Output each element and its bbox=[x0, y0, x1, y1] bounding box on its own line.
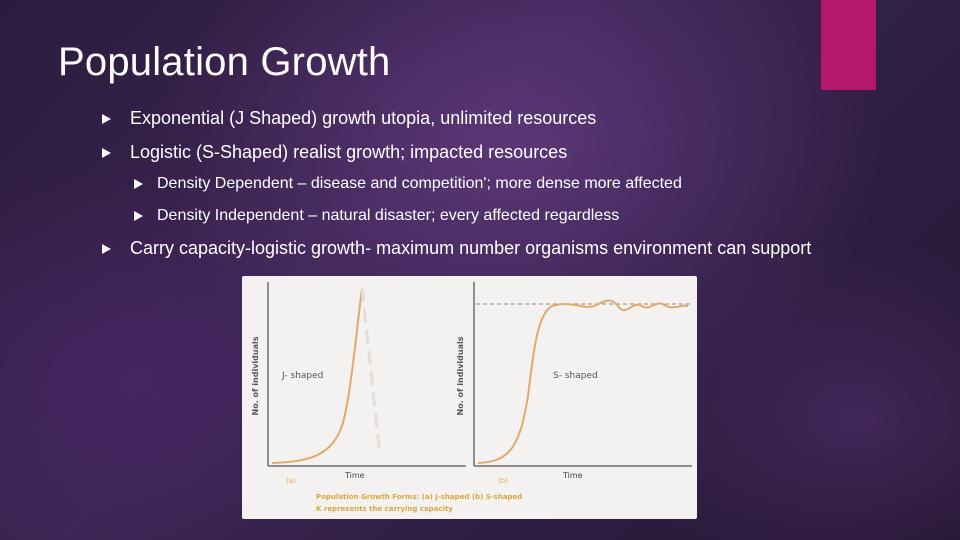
j-shaped-crash-line bbox=[360, 287, 382, 457]
bullet-text: Carry capacity-logistic growth- maximum … bbox=[130, 238, 812, 258]
panel-a-tag: (a) bbox=[286, 477, 296, 485]
arrow-bullet-icon bbox=[102, 243, 111, 254]
sub-bullet-density-dependent: Density Dependent – disease and competit… bbox=[134, 175, 682, 193]
arrow-bullet-icon bbox=[134, 211, 143, 221]
panel-a-ylabel: No. of individuals bbox=[251, 336, 260, 415]
arrow-bullet-icon bbox=[102, 147, 111, 158]
panel-b-ylabel: No. of individuals bbox=[456, 336, 465, 415]
figure-caption-line1: Population Growth Forms: (a) J-shaped (b… bbox=[316, 493, 522, 501]
arrow-bullet-icon bbox=[134, 179, 143, 189]
panel-a-xlabel: Time bbox=[344, 471, 365, 480]
bullet-text: Density Dependent – disease and competit… bbox=[157, 175, 682, 192]
bullet-exponential: Exponential (J Shaped) growth utopia, un… bbox=[102, 108, 596, 129]
bullet-text: Logistic (S-Shaped) realist growth; impa… bbox=[130, 142, 568, 162]
bullet-logistic: Logistic (S-Shaped) realist growth; impa… bbox=[102, 142, 567, 163]
sub-bullet-density-independent: Density Independent – natural disaster; … bbox=[134, 207, 619, 225]
panel-b-tag: (b) bbox=[498, 477, 508, 485]
panel-b: No. of individuals S- shaped Time (b) bbox=[456, 282, 692, 485]
panel-a-curve-label: J- shaped bbox=[281, 371, 323, 381]
accent-bar bbox=[821, 0, 876, 90]
bullet-carrying-capacity: Carry capacity-logistic growth- maximum … bbox=[102, 238, 811, 259]
bullet-text: Density Independent – natural disaster; … bbox=[157, 207, 620, 224]
bullet-list: Exponential (J Shaped) growth utopia, un… bbox=[0, 0, 960, 270]
figure-caption-line2: K represents the carrying capacity bbox=[316, 505, 453, 513]
panel-a: No. of individuals J- shaped Time (a) bbox=[251, 282, 466, 485]
slide-title: Population Growth bbox=[58, 40, 391, 84]
panel-b-xlabel: Time bbox=[562, 471, 583, 480]
j-shaped-curve bbox=[271, 287, 363, 464]
s-shaped-curve bbox=[477, 299, 689, 464]
growth-curves-figure: No. of individuals J- shaped Time (a) No… bbox=[242, 276, 697, 519]
growth-curves-svg: No. of individuals J- shaped Time (a) No… bbox=[251, 282, 692, 513]
panel-b-curve-label: S- shaped bbox=[553, 371, 598, 381]
arrow-bullet-icon bbox=[102, 113, 111, 124]
bullet-text: Exponential (J Shaped) growth utopia, un… bbox=[130, 108, 597, 128]
